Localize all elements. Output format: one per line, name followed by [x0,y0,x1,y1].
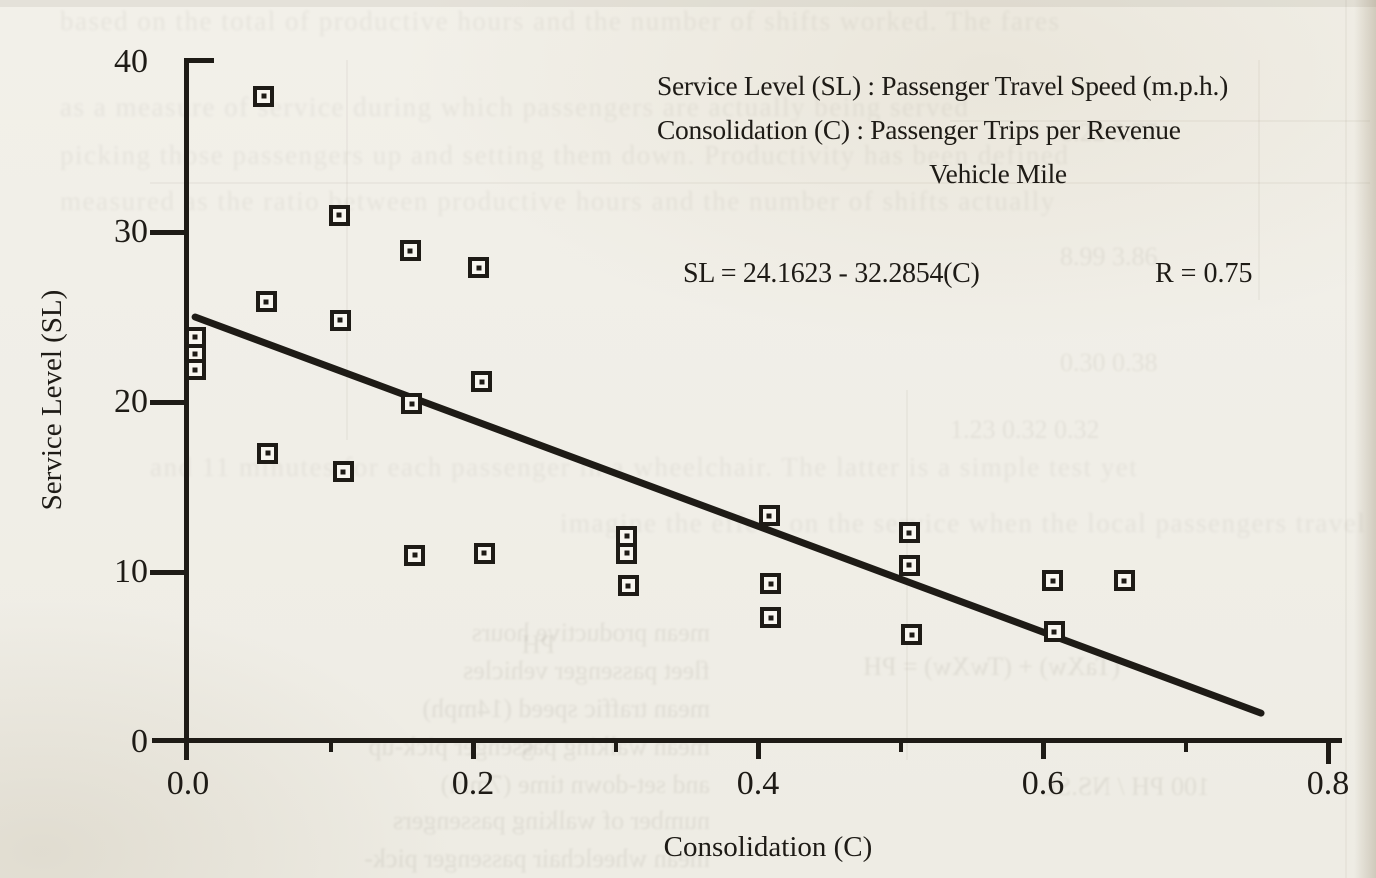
x-axis-line [152,738,1342,743]
x-tick [1326,738,1331,764]
marker-center-dot [624,550,630,556]
data-point-marker [1042,570,1064,591]
marker-center-dot [263,299,269,305]
y-tick-label: 40 [114,43,148,80]
marker-center-dot [336,212,342,218]
legend-line-vehicle-mile: Vehicle Mile [929,158,1067,189]
data-point-marker [184,359,206,381]
data-point-marker [901,624,923,646]
marker-center-dot [476,265,482,271]
marker-center-dot [265,450,271,456]
bleed-fragment: (TaXw) + (TwXw) = PH [863,652,1120,681]
marker-center-dot [768,581,774,587]
data-point-marker [760,607,782,629]
marker-center-dot [409,401,415,407]
bleed-vertical-rule [1345,0,1347,878]
marker-center-dot [766,513,772,519]
bleed-list-line: mean walking passenger pick-up [368,732,710,761]
x-minor-tick [898,738,903,752]
y-tick-label: 20 [114,383,148,420]
x-minor-tick [328,738,333,752]
marker-center-dot [624,533,630,539]
data-point-marker [399,240,421,262]
marker-center-dot [192,351,198,357]
marker-center-dot [337,317,343,323]
x-tick-label: 0.6 [1021,765,1065,802]
bleed-fragment: 1.23 0.32 0.32 [950,415,1100,444]
legend-text-block: Service Level (SL) : Passenger Travel Sp… [657,64,1339,196]
y-tick [150,400,188,405]
x-tick-label: 0.2 [451,765,495,802]
data-point-marker [329,309,351,331]
data-point-marker [758,505,780,527]
regression-equation: SL = 24.1623 - 32.2854(C) [683,258,980,289]
marker-center-dot [340,469,346,475]
y-tick [150,230,188,235]
bleed-list-line: fleet passenger vehicles [463,656,710,685]
marker-center-dot [906,530,912,536]
data-point-marker [1113,570,1135,591]
x-tick-label: 0.0 [166,765,210,802]
marker-center-dot [192,334,198,340]
regression-line [191,313,1265,717]
data-point-marker [401,393,423,415]
scan-right-edge-shade [1354,0,1376,878]
bleed-vertical-rule [346,60,348,440]
data-point-marker [332,461,354,483]
data-point-marker [328,204,350,226]
data-point-marker [255,291,277,313]
x-minor-tick [1183,738,1188,752]
x-tick-label: 0.8 [1306,765,1350,802]
marker-center-dot [481,550,487,556]
y-tick [150,570,188,575]
scan-top-shade [0,0,1376,7]
marker-center-dot [909,632,915,638]
x-tick-label: 0.4 [736,765,780,802]
x-tick [1041,738,1046,759]
correlation-value: R = 0.75 [1155,258,1253,289]
marker-center-dot [1050,578,1056,583]
marker-center-dot [906,562,912,568]
data-point-marker [1043,621,1065,642]
data-point-marker [473,542,495,564]
bleed-list-line: mean traffic speed (14mph) [422,694,710,723]
y-tick-label: 10 [114,553,148,590]
y-tick-label: 30 [114,213,148,250]
data-point-marker [898,522,920,544]
bleed-fragment: 0.30 0.38 [1060,348,1158,377]
data-point-marker [616,542,638,564]
data-point-marker [253,85,275,107]
marker-center-dot [407,248,413,254]
marker-center-dot [768,615,774,621]
y-axis-top-cap-tick [184,58,214,63]
data-point-marker [760,573,782,595]
bleed-fragment: PH [521,630,555,659]
bleed-paragraph: based on the total of productive hours a… [60,6,1061,36]
marker-center-dot [479,379,485,385]
data-point-marker [257,442,279,464]
marker-center-dot [1121,578,1127,583]
data-point-marker [404,544,426,566]
legend-line-consolidation: Consolidation (C) : Passenger Trips per … [657,114,1181,145]
marker-center-dot [412,552,418,558]
data-point-marker [617,575,639,597]
x-tick [471,738,476,759]
bleed-list-line: mean productive hours [471,618,710,647]
bleed-paragraph: imagine the effect on the service when t… [560,508,1365,538]
marker-center-dot [261,93,267,99]
data-point-marker [471,371,493,393]
y-tick-label: 0 [131,723,148,760]
y-axis-line [184,58,189,760]
marker-center-dot [1051,629,1057,634]
x-minor-tick [613,738,618,752]
marker-center-dot [625,583,631,589]
legend-line-service-level: Service Level (SL) : Passenger Travel Sp… [657,70,1228,101]
data-point-marker [898,554,920,576]
marker-center-dot [192,367,198,373]
data-point-marker [468,257,490,279]
x-axis-title: Consolidation (C) [663,831,873,863]
x-tick [756,738,761,759]
